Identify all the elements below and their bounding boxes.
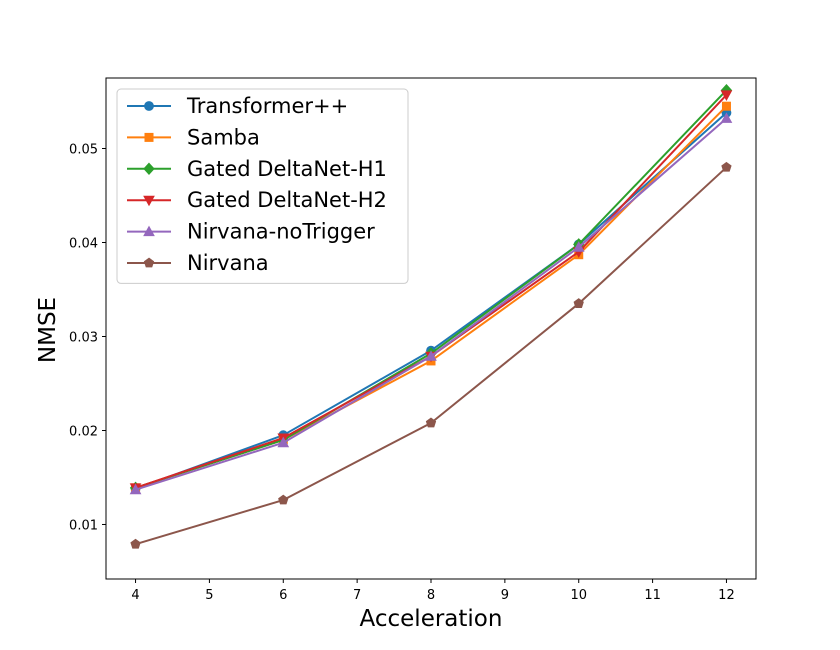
legend-marker	[143, 162, 155, 176]
data-point	[278, 494, 289, 505]
data-point	[425, 350, 437, 361]
data-point	[425, 417, 437, 428]
data-point	[573, 298, 584, 308]
y-tick-label: 0.02	[69, 424, 98, 439]
legend-marker	[144, 132, 154, 142]
legend-marker	[143, 257, 155, 268]
series-layer	[129, 83, 733, 549]
x-tick-label: 4	[131, 588, 139, 603]
y-tick-label: 0.01	[69, 518, 98, 533]
x-tick-label: 11	[644, 588, 661, 603]
legend-entry: Transformer++	[127, 94, 348, 118]
data-point	[277, 436, 290, 448]
legend-entry: Gated DeltaNet-H1	[127, 157, 387, 181]
legend-label: Nirvana-noTrigger	[187, 220, 375, 244]
legend-label: Nirvana	[187, 251, 269, 275]
legend-marker	[143, 225, 155, 237]
legend-label: Samba	[187, 125, 260, 149]
x-tick-label: 10	[570, 588, 587, 603]
data-point	[130, 538, 141, 549]
data-point	[572, 241, 585, 252]
y-tick-label: 0.04	[69, 236, 98, 251]
legend: Transformer++ Samba Gated DeltaNet-H1 Gated…	[116, 88, 409, 284]
data-point	[720, 112, 733, 123]
legend-label: Transformer++	[186, 94, 348, 118]
legend-entry: Nirvana	[127, 251, 269, 275]
data-point	[721, 101, 731, 111]
x-axis-title: Acceleration	[360, 606, 503, 632]
legend-marker	[143, 195, 155, 207]
y-tick-label: 0.03	[69, 330, 98, 345]
series-nirvana-notrigger	[129, 112, 733, 495]
axes-layer: 4 5 6 7 8 9 10 11 12 0.01 0.02 0.03 0.04 0.05	[69, 77, 757, 603]
x-tick-label: 6	[279, 588, 287, 603]
data-point	[129, 483, 142, 495]
x-tick-label: 9	[501, 588, 509, 603]
legend-label: Gated DeltaNet-H2	[187, 188, 387, 212]
x-tick-label: 7	[353, 588, 361, 603]
x-tick-label: 12	[718, 588, 735, 603]
legend-label: Gated DeltaNet-H1	[187, 157, 387, 181]
legend-marker	[144, 101, 154, 111]
y-axis-title: NMSE	[35, 297, 61, 363]
x-tick-label: 5	[205, 588, 213, 603]
y-tick-label: 0.05	[69, 142, 98, 157]
legend-box	[116, 88, 409, 284]
x-tick-label: 8	[427, 588, 435, 603]
legend-entry: Gated DeltaNet-H2	[127, 188, 387, 212]
data-point	[721, 161, 732, 172]
legend-entry: Nirvana-noTrigger	[127, 220, 375, 244]
data-point	[720, 90, 733, 101]
legend-entry: Samba	[127, 125, 260, 149]
series-nirvana	[130, 161, 732, 549]
